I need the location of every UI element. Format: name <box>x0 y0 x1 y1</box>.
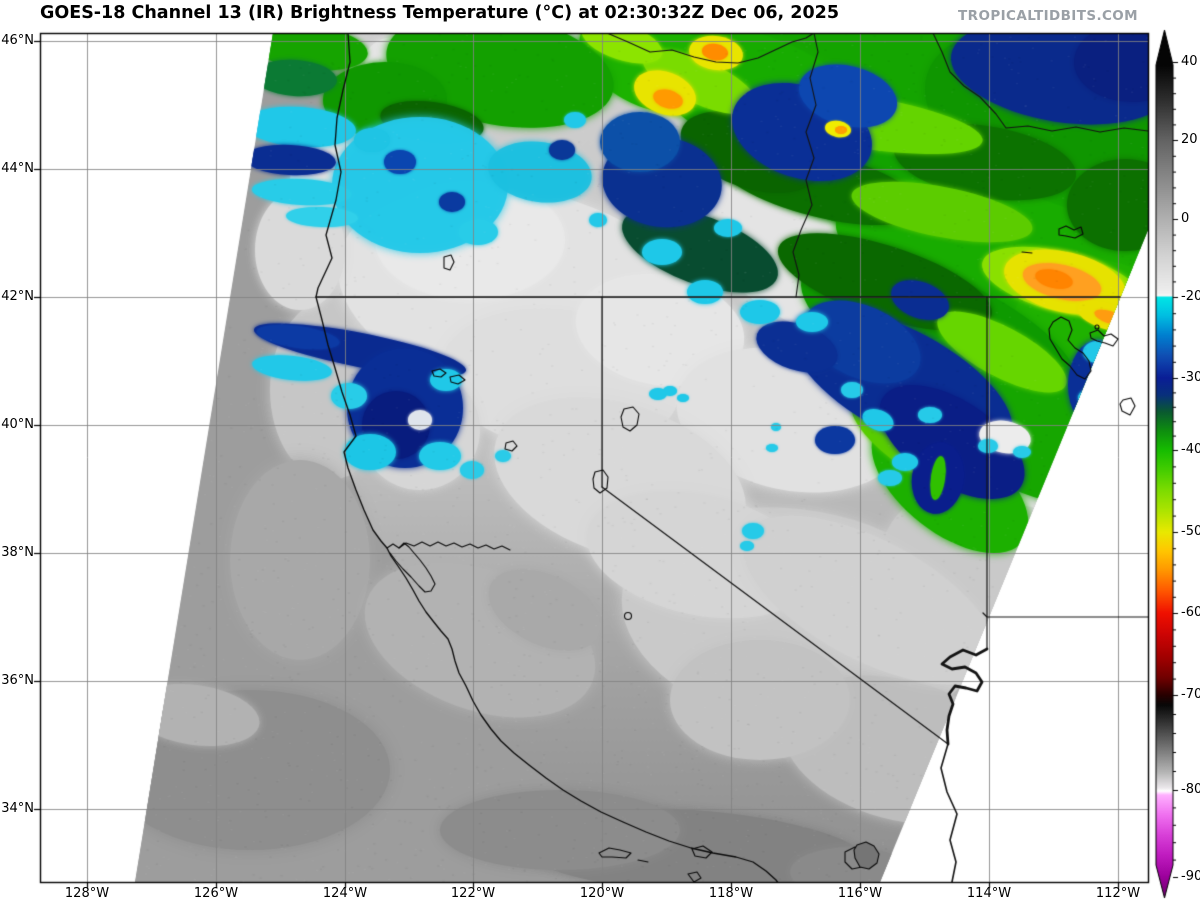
lon-tick-label: 128°W <box>64 886 110 901</box>
lon-tick-label: 126°W <box>193 886 239 901</box>
colorbar-tick-label: -20 <box>1181 289 1200 304</box>
lat-tick-label: 44°N <box>1 161 34 176</box>
lat-tick-label: 34°N <box>1 801 34 816</box>
colorbar-tick-label: -70 <box>1181 687 1200 702</box>
watermark: TROPICALTIDBITS.COM <box>958 8 1138 24</box>
lon-tick-label: 118°W <box>708 886 754 901</box>
colorbar-tick-label: 0 <box>1181 211 1190 226</box>
lat-tick-label: 40°N <box>1 417 34 432</box>
page-title: GOES-18 Channel 13 (IR) Brightness Tempe… <box>40 3 840 23</box>
lon-tick-label: 112°W <box>1095 886 1141 901</box>
lat-tick-label: 36°N <box>1 673 34 688</box>
colorbar-tick-label: -30 <box>1181 370 1200 385</box>
colorbar-tick-label: -80 <box>1181 782 1200 797</box>
lat-tick-label: 38°N <box>1 545 34 560</box>
lon-tick-label: 122°W <box>450 886 496 901</box>
colorbar-tick-label: 20 <box>1181 132 1198 147</box>
lon-tick-label: 116°W <box>837 886 883 901</box>
colorbar-tick-label: -50 <box>1181 524 1200 539</box>
colorbar-tick-label: -60 <box>1181 605 1200 620</box>
colorbar-tick-label: -90 <box>1181 869 1200 884</box>
lon-tick-label: 120°W <box>579 886 625 901</box>
lat-tick-label: 46°N <box>1 33 34 48</box>
colorbar-tick-label: -40 <box>1181 442 1200 457</box>
colorbar-tick-label: 40 <box>1181 54 1198 69</box>
lon-tick-label: 114°W <box>966 886 1012 901</box>
lat-tick-label: 42°N <box>1 289 34 304</box>
lon-tick-label: 124°W <box>322 886 368 901</box>
